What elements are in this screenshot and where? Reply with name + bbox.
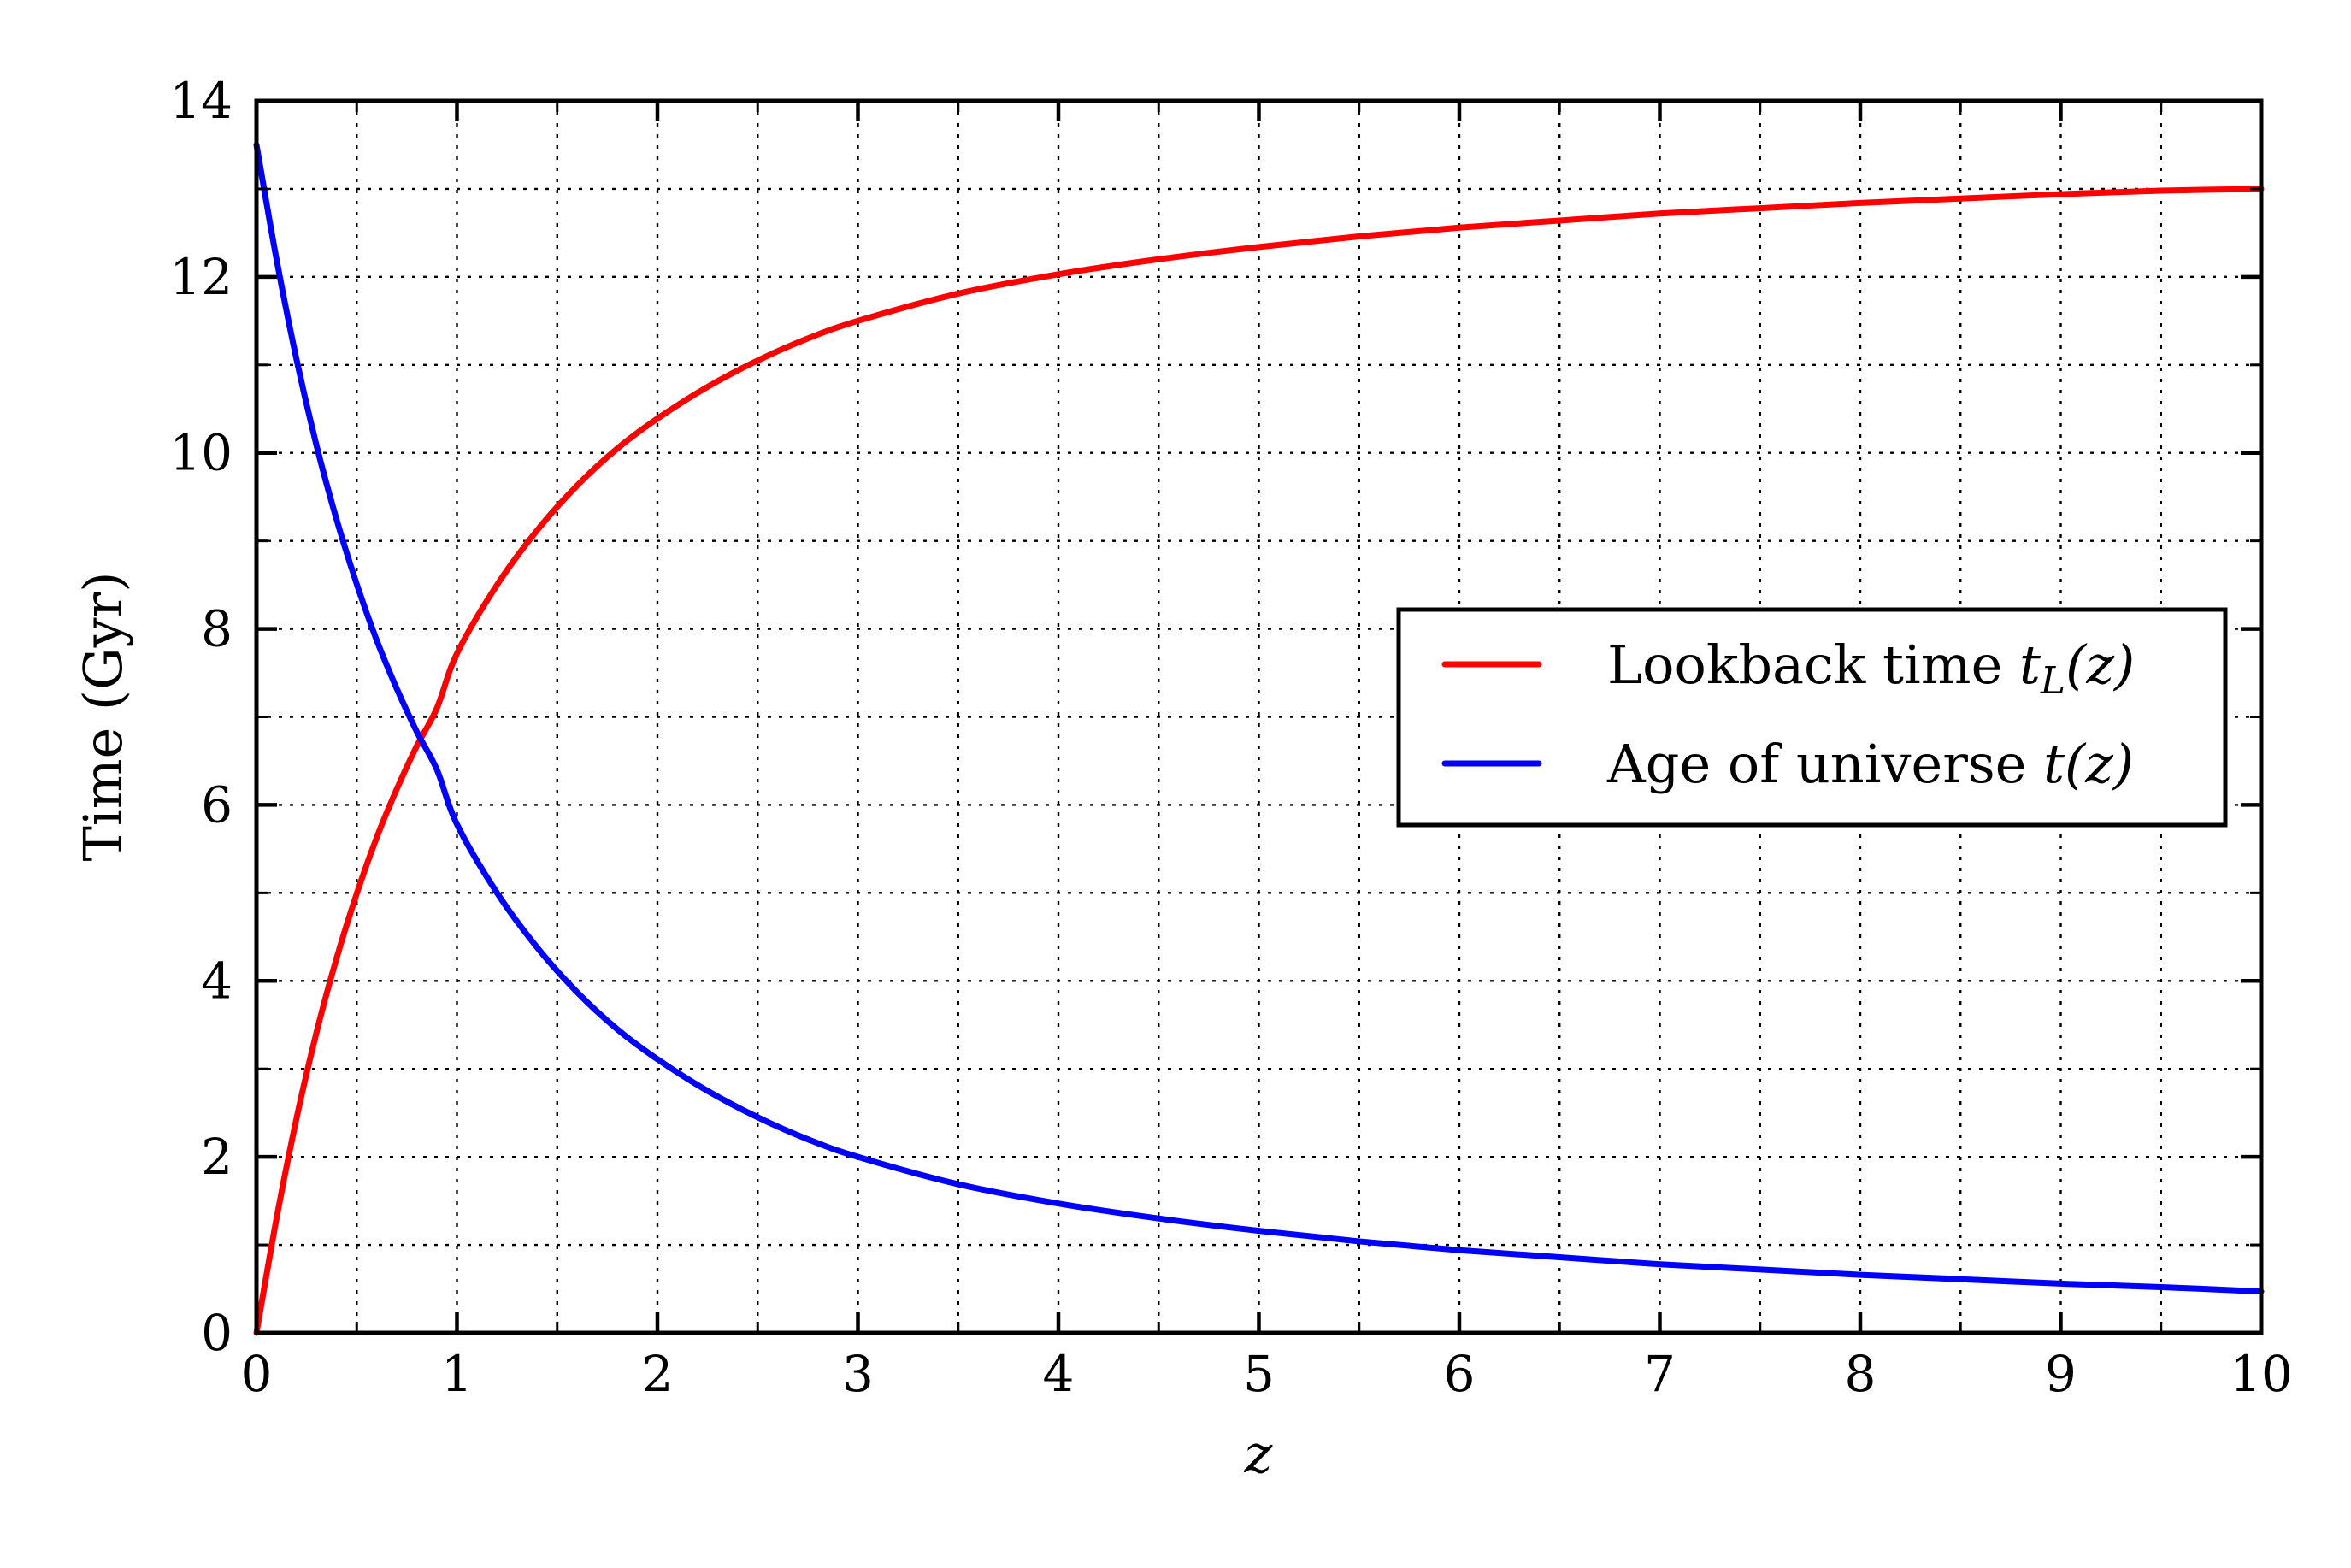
y-tick-label: 4 [201,952,233,1010]
x-tick-label: 2 [642,1345,674,1403]
y-tick-label: 14 [169,72,233,130]
x-axis-label: z [1244,1423,1273,1485]
series-layer [253,141,2265,1336]
x-tick-label: 4 [1043,1345,1075,1403]
legend-label-lookback: Lookback time tL(z) [1607,634,2135,703]
y-tick-label: 2 [201,1128,233,1186]
x-tick-label: 8 [1845,1345,1877,1403]
x-tick-label: 10 [2230,1345,2293,1403]
x-tick-label: 3 [842,1345,874,1403]
y-tick-label: 6 [201,775,233,834]
series-line-lookback-time [253,186,2265,1336]
y-tick-label: 12 [169,248,233,306]
y-tick-label: 10 [169,424,233,482]
series-line-age-of-universe [253,141,2265,1295]
x-tick-label: 1 [441,1345,473,1403]
legend-box [1396,607,2228,828]
legend-label-age: Age of universe t(z) [1606,733,2134,795]
x-tick-label: 0 [241,1345,273,1403]
y-axis-label: Time (Gyr) [72,572,134,862]
x-tick-label: 6 [1444,1345,1476,1403]
y-tick-label: 8 [201,600,233,658]
x-tick-label: 5 [1243,1345,1275,1403]
y-tick-label: 0 [201,1304,233,1362]
x-tick-label: 7 [1644,1345,1676,1403]
ticks [254,98,2264,1335]
grid [256,101,2261,1333]
legend: Lookback time tL(z) Age of universe t(z) [1396,607,2228,828]
x-tick-label: 9 [2045,1345,2077,1403]
